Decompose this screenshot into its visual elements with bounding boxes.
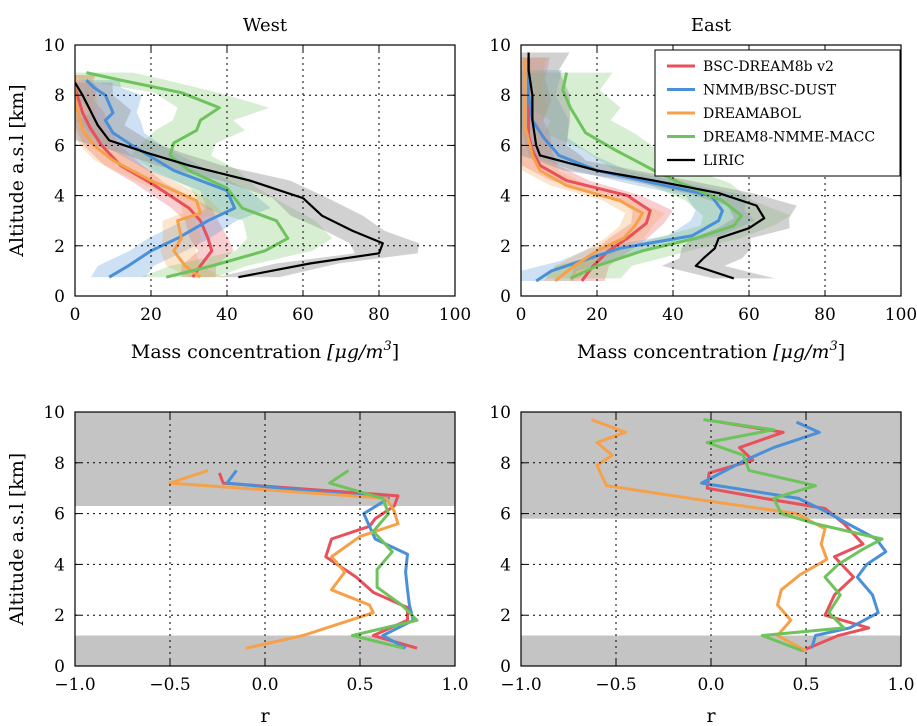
x-tick-label: 0.5	[792, 675, 819, 695]
x-tick-label: 60	[738, 305, 760, 325]
x-tick-label: 80	[368, 305, 390, 325]
y-tick-label: 4	[500, 187, 511, 207]
envelope-dreamabol	[521, 57, 666, 281]
y-tick-label: 2	[500, 237, 511, 257]
legend-label-bsc-dream8b-v2: BSC-DREAM8b v2	[703, 59, 834, 75]
y-tick-label: 6	[54, 505, 65, 525]
series-line-dreamabol	[590, 418, 829, 653]
series-line-liric	[75, 82, 384, 279]
panel-west_mass: 0 20 40 60 80 100 0 2 4 6 8 10 West Mass concentratio…	[6, 15, 471, 363]
axes-frame	[520, 44, 902, 297]
y-tick-label: 8	[500, 86, 511, 106]
legend-box	[654, 49, 901, 177]
x-axis-label: Mass concentration [μg/m3]	[577, 339, 845, 363]
x-tick-label: 60	[292, 305, 314, 325]
x-tick-label: −0.5	[149, 675, 190, 695]
y-tick-label: 4	[54, 555, 65, 575]
y-tick-label: 4	[500, 555, 511, 575]
envelope-nmmb-bsc-dust	[521, 70, 755, 281]
y-tick-label: 8	[54, 86, 65, 106]
y-tick-label: 10	[43, 36, 65, 56]
x-tick-label: −1.0	[500, 675, 541, 695]
y-tick-label: 6	[54, 136, 65, 156]
x-tick-label: 20	[586, 305, 608, 325]
x-tick-label: 0	[516, 305, 527, 325]
series-line-nmmb-bsc-dust	[85, 79, 237, 279]
x-tick-label: 40	[662, 305, 684, 325]
x-tick-label: 0.0	[251, 675, 278, 695]
y-tick-label: 2	[54, 606, 65, 626]
y-tick-label: 10	[43, 403, 65, 423]
y-tick-label: 2	[500, 606, 511, 626]
y-tick-label: 0	[500, 657, 511, 677]
series-line-dreamabol	[75, 75, 202, 279]
y-tick-label: 2	[54, 237, 65, 257]
series-line-bsc-dream8b-v2	[217, 472, 418, 650]
x-tick-label: 0.0	[697, 675, 724, 695]
y-tick-label: 0	[54, 657, 65, 677]
y-tick-label: 10	[489, 403, 511, 423]
legend-label-nmmb-bsc-dust: NMMB/BSC-DUST	[703, 83, 837, 99]
y-tick-label: 0	[500, 287, 511, 307]
y-axis-label: Altitude a.s.l [km]	[6, 84, 28, 257]
y-tick-label: 8	[54, 454, 65, 474]
x-tick-label: 0	[70, 305, 81, 325]
legend-label-liric: LIRIC	[703, 153, 745, 169]
x-tick-label: 1.0	[887, 675, 914, 695]
series-line-bsc-dream8b-v2	[705, 420, 871, 653]
legend-label-dreamabol: DREAMABOL	[703, 106, 801, 122]
envelope-bsc-dream8b-v2	[75, 75, 234, 278]
x-tick-label: 100	[885, 305, 917, 325]
x-tick-label: 80	[814, 305, 836, 325]
y-tick-label: 6	[500, 136, 511, 156]
y-tick-label: 10	[489, 36, 511, 56]
envelope-dreamabol	[75, 75, 224, 278]
series-line-dream8-nmme-macc	[328, 469, 419, 650]
series-line-dream8-nmme-macc	[703, 418, 884, 653]
panel-title: East	[691, 15, 732, 36]
series-line-bsc-dream8b-v2	[527, 57, 652, 282]
envelope-dream8-nmme-macc	[75, 72, 333, 278]
x-tick-label: 100	[439, 305, 471, 325]
legend-label-dream8-nmme-macc: DREAM8-NMME-MACC	[703, 130, 875, 146]
x-axis-label: r	[260, 705, 270, 726]
x-tick-label: 1.0	[441, 675, 468, 695]
y-tick-label: 0	[54, 287, 65, 307]
x-tick-label: 20	[140, 305, 162, 325]
y-tick-label: 4	[54, 187, 65, 207]
series-line-liric	[527, 52, 766, 280]
series-line-dream8-nmme-macc	[561, 72, 743, 280]
x-axis-label: Mass concentration [μg/m3]	[131, 339, 399, 363]
x-tick-label: 40	[216, 305, 238, 325]
series-line-dreamabol	[168, 468, 400, 650]
panel-west_r: −1.0 −0.5 0.0 0.5 1.0 0 2 4 6 8 10 r Altitude a.s.l …	[6, 403, 469, 726]
x-tick-label: −0.5	[595, 675, 636, 695]
panel-title: West	[243, 15, 288, 36]
legend: BSC-DREAM8b v2 NMMB/BSC-DUST DREAMABOL DREA…	[654, 49, 901, 177]
x-tick-label: 0.5	[346, 675, 373, 695]
x-tick-label: −1.0	[54, 675, 95, 695]
y-tick-label: 8	[500, 454, 511, 474]
x-axis-label: r	[706, 705, 716, 726]
envelope-nmmb-bsc-dust	[75, 80, 271, 278]
y-axis-label: Altitude a.s.l [km]	[6, 453, 28, 626]
axes-frame	[74, 44, 456, 297]
series-line-dreamabol	[523, 57, 645, 283]
panel-east_r: −1.0 −0.5 0.0 0.5 1.0 0 2 4 6 8 10 r	[489, 403, 914, 726]
y-tick-label: 6	[500, 505, 511, 525]
